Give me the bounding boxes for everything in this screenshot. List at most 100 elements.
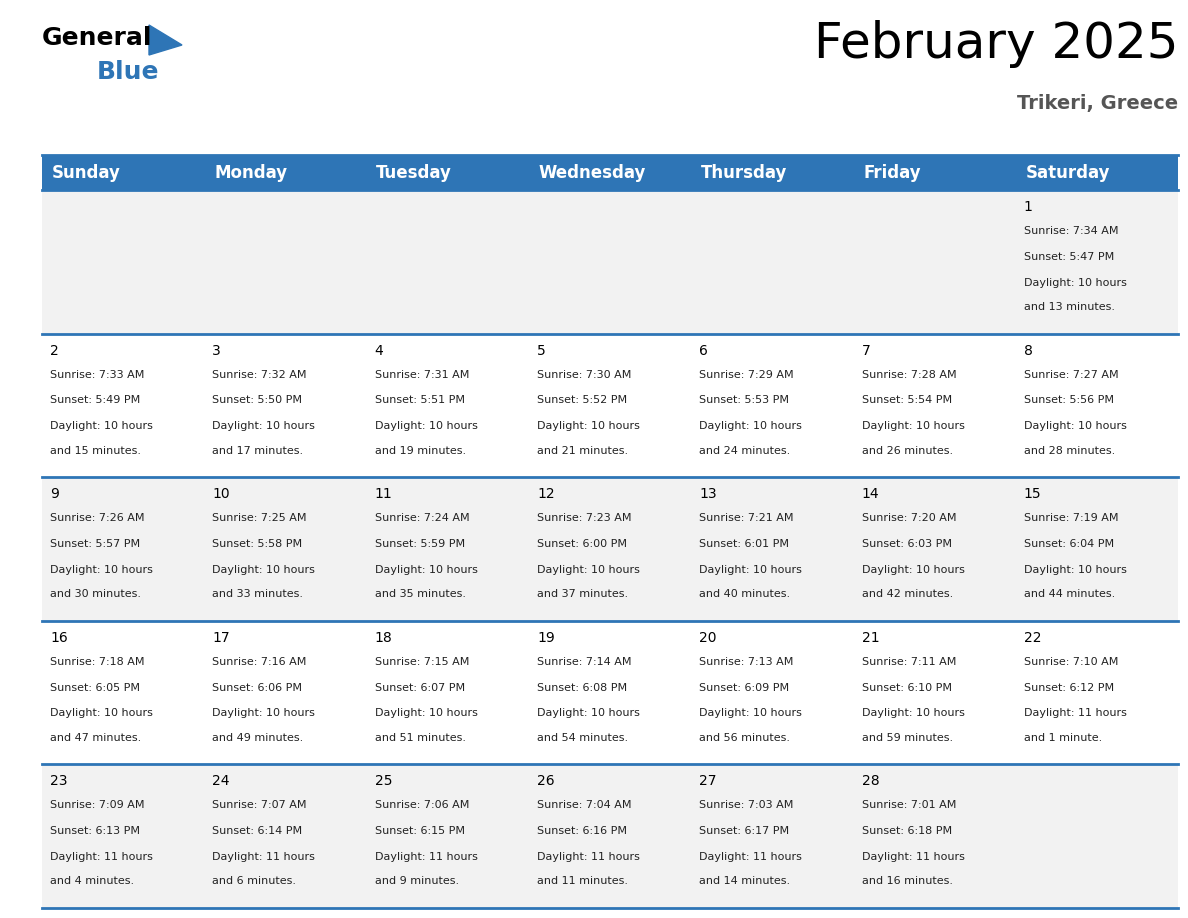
- Text: and 40 minutes.: and 40 minutes.: [700, 589, 790, 599]
- Text: February 2025: February 2025: [814, 19, 1178, 68]
- FancyBboxPatch shape: [691, 621, 853, 765]
- Text: Daylight: 10 hours: Daylight: 10 hours: [1024, 565, 1126, 575]
- FancyBboxPatch shape: [1016, 155, 1178, 190]
- Text: Sunset: 5:59 PM: Sunset: 5:59 PM: [374, 539, 465, 549]
- Text: Daylight: 10 hours: Daylight: 10 hours: [537, 421, 640, 431]
- FancyBboxPatch shape: [691, 155, 853, 190]
- FancyBboxPatch shape: [42, 155, 204, 190]
- Text: and 24 minutes.: and 24 minutes.: [700, 445, 790, 455]
- Text: Daylight: 11 hours: Daylight: 11 hours: [213, 852, 315, 862]
- Text: Daylight: 10 hours: Daylight: 10 hours: [537, 709, 640, 719]
- Text: Sunset: 6:15 PM: Sunset: 6:15 PM: [374, 826, 465, 836]
- Text: Sunrise: 7:14 AM: Sunrise: 7:14 AM: [537, 656, 632, 666]
- Text: and 13 minutes.: and 13 minutes.: [1024, 302, 1114, 312]
- Text: Daylight: 10 hours: Daylight: 10 hours: [374, 421, 478, 431]
- Text: Daylight: 10 hours: Daylight: 10 hours: [537, 565, 640, 575]
- Text: Sunset: 6:08 PM: Sunset: 6:08 PM: [537, 683, 627, 692]
- Text: Sunrise: 7:23 AM: Sunrise: 7:23 AM: [537, 513, 632, 523]
- Text: and 15 minutes.: and 15 minutes.: [50, 445, 141, 455]
- FancyBboxPatch shape: [1016, 190, 1178, 333]
- Text: Sunrise: 7:25 AM: Sunrise: 7:25 AM: [213, 513, 307, 523]
- FancyBboxPatch shape: [42, 333, 204, 477]
- Text: and 35 minutes.: and 35 minutes.: [374, 589, 466, 599]
- Text: Sunset: 6:09 PM: Sunset: 6:09 PM: [700, 683, 789, 692]
- Text: Friday: Friday: [864, 163, 921, 182]
- Text: 28: 28: [861, 775, 879, 789]
- Text: Daylight: 10 hours: Daylight: 10 hours: [50, 421, 153, 431]
- Text: Sunset: 6:13 PM: Sunset: 6:13 PM: [50, 826, 140, 836]
- FancyBboxPatch shape: [42, 621, 204, 765]
- Text: Sunrise: 7:30 AM: Sunrise: 7:30 AM: [537, 370, 631, 379]
- Text: 5: 5: [537, 343, 545, 358]
- Text: 3: 3: [213, 343, 221, 358]
- FancyBboxPatch shape: [853, 155, 1016, 190]
- Text: and 59 minutes.: and 59 minutes.: [861, 733, 953, 743]
- Text: and 1 minute.: and 1 minute.: [1024, 733, 1102, 743]
- Text: Sunset: 5:51 PM: Sunset: 5:51 PM: [374, 396, 465, 406]
- Text: and 51 minutes.: and 51 minutes.: [374, 733, 466, 743]
- FancyBboxPatch shape: [691, 333, 853, 477]
- Text: Sunset: 5:52 PM: Sunset: 5:52 PM: [537, 396, 627, 406]
- FancyBboxPatch shape: [367, 621, 529, 765]
- Text: Sunset: 5:49 PM: Sunset: 5:49 PM: [50, 396, 140, 406]
- Text: 1: 1: [1024, 200, 1032, 214]
- Text: Sunset: 6:00 PM: Sunset: 6:00 PM: [537, 539, 627, 549]
- FancyBboxPatch shape: [367, 155, 529, 190]
- FancyBboxPatch shape: [204, 765, 367, 908]
- FancyBboxPatch shape: [529, 477, 691, 621]
- Text: 22: 22: [1024, 631, 1042, 644]
- Text: Daylight: 10 hours: Daylight: 10 hours: [50, 709, 153, 719]
- FancyBboxPatch shape: [367, 477, 529, 621]
- Text: Sunrise: 7:04 AM: Sunrise: 7:04 AM: [537, 800, 632, 811]
- Text: Sunrise: 7:19 AM: Sunrise: 7:19 AM: [1024, 513, 1118, 523]
- Text: Sunset: 6:07 PM: Sunset: 6:07 PM: [374, 683, 465, 692]
- Text: Sunrise: 7:18 AM: Sunrise: 7:18 AM: [50, 656, 145, 666]
- Text: 21: 21: [861, 631, 879, 644]
- Text: Sunset: 5:54 PM: Sunset: 5:54 PM: [861, 396, 952, 406]
- Text: Sunrise: 7:21 AM: Sunrise: 7:21 AM: [700, 513, 794, 523]
- Text: Daylight: 11 hours: Daylight: 11 hours: [374, 852, 478, 862]
- Text: Sunrise: 7:31 AM: Sunrise: 7:31 AM: [374, 370, 469, 379]
- Text: 6: 6: [700, 343, 708, 358]
- Text: Daylight: 10 hours: Daylight: 10 hours: [50, 565, 153, 575]
- Text: Sunrise: 7:07 AM: Sunrise: 7:07 AM: [213, 800, 307, 811]
- FancyBboxPatch shape: [204, 190, 367, 333]
- Polygon shape: [148, 25, 182, 55]
- Text: Sunset: 5:50 PM: Sunset: 5:50 PM: [213, 396, 303, 406]
- Text: Daylight: 10 hours: Daylight: 10 hours: [213, 709, 315, 719]
- Text: Sunrise: 7:24 AM: Sunrise: 7:24 AM: [374, 513, 469, 523]
- Text: Sunset: 6:16 PM: Sunset: 6:16 PM: [537, 826, 627, 836]
- Text: Wednesday: Wednesday: [538, 163, 646, 182]
- Text: Daylight: 11 hours: Daylight: 11 hours: [537, 852, 640, 862]
- FancyBboxPatch shape: [853, 765, 1016, 908]
- Text: 13: 13: [700, 487, 716, 501]
- Text: Daylight: 10 hours: Daylight: 10 hours: [374, 565, 478, 575]
- Text: 2: 2: [50, 343, 59, 358]
- FancyBboxPatch shape: [367, 333, 529, 477]
- Text: Blue: Blue: [97, 60, 159, 84]
- Text: 14: 14: [861, 487, 879, 501]
- Text: Sunrise: 7:06 AM: Sunrise: 7:06 AM: [374, 800, 469, 811]
- Text: and 19 minutes.: and 19 minutes.: [374, 445, 466, 455]
- Text: Daylight: 10 hours: Daylight: 10 hours: [213, 565, 315, 575]
- Text: Daylight: 11 hours: Daylight: 11 hours: [1024, 709, 1126, 719]
- Text: Monday: Monday: [214, 163, 287, 182]
- Text: Tuesday: Tuesday: [377, 163, 453, 182]
- Text: Daylight: 10 hours: Daylight: 10 hours: [1024, 421, 1126, 431]
- FancyBboxPatch shape: [853, 477, 1016, 621]
- Text: 16: 16: [50, 631, 68, 644]
- Text: and 44 minutes.: and 44 minutes.: [1024, 589, 1116, 599]
- Text: Daylight: 11 hours: Daylight: 11 hours: [50, 852, 153, 862]
- Text: 27: 27: [700, 775, 716, 789]
- Text: 23: 23: [50, 775, 68, 789]
- Text: Daylight: 10 hours: Daylight: 10 hours: [861, 709, 965, 719]
- FancyBboxPatch shape: [529, 155, 691, 190]
- Text: Daylight: 10 hours: Daylight: 10 hours: [861, 421, 965, 431]
- Text: Sunrise: 7:20 AM: Sunrise: 7:20 AM: [861, 513, 956, 523]
- Text: Sunset: 6:12 PM: Sunset: 6:12 PM: [1024, 683, 1114, 692]
- Text: Sunrise: 7:09 AM: Sunrise: 7:09 AM: [50, 800, 145, 811]
- Text: Sunset: 5:53 PM: Sunset: 5:53 PM: [700, 396, 789, 406]
- Text: 19: 19: [537, 631, 555, 644]
- Text: Sunset: 6:06 PM: Sunset: 6:06 PM: [213, 683, 303, 692]
- Text: Daylight: 11 hours: Daylight: 11 hours: [700, 852, 802, 862]
